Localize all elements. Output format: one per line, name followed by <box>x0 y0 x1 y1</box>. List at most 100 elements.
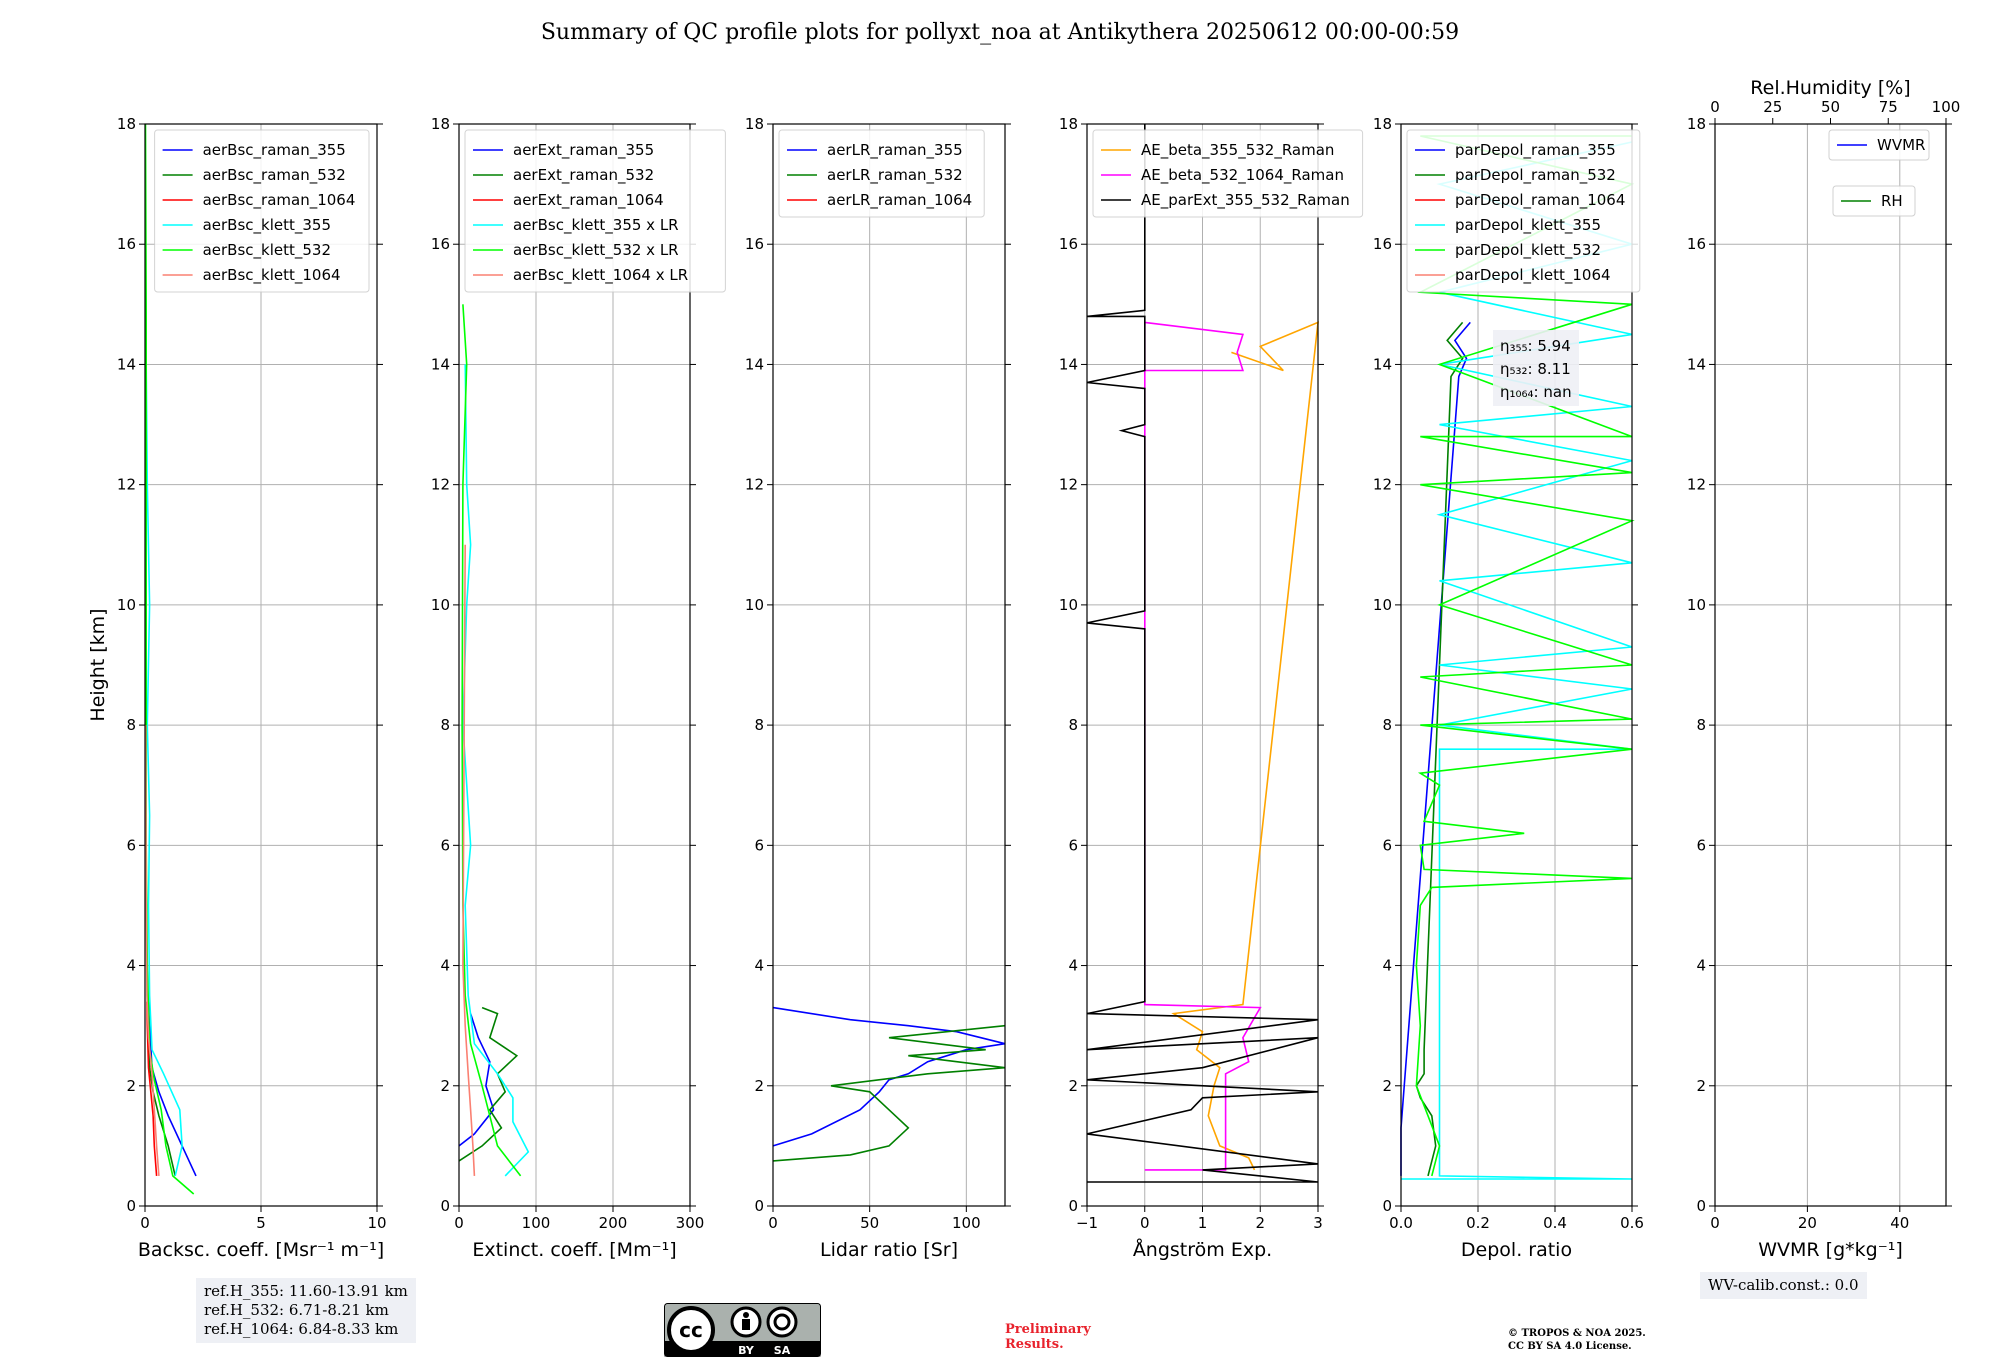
chart-panel-6: 0 20 40 0 2 4 6 8 10 12 14 16 18 WVMR [g*kg⁻¹] 0 25 50 75… <box>1687 77 1960 1261</box>
y-tick-label: 18 <box>117 115 136 133</box>
legend: aerBsc_raman_355 aerBsc_raman_532 aerBsc_r… <box>154 129 370 293</box>
x-tick-label: 10 <box>367 1214 386 1232</box>
y-tick-label: 6 <box>1696 836 1706 854</box>
y-tick-label: 16 <box>1059 235 1078 253</box>
x-tick-label: 3 <box>1313 1214 1323 1232</box>
ref-height-355: ref.H_355: 11.60-13.91 km <box>204 1282 408 1300</box>
legend-label-aerExt_raman_1064: aerExt_raman_1064 <box>513 191 664 210</box>
x-tick-label: 5 <box>256 1214 266 1232</box>
legend: AE_beta_355_532_Raman AE_beta_532_1064_Ra… <box>1092 129 1364 218</box>
legend-label-aerLR_raman_1064: aerLR_raman_1064 <box>827 191 972 210</box>
series-line-aerLR_raman_532 <box>772 1024 1006 1162</box>
y-tick-label: 10 <box>1373 596 1392 614</box>
y-tick-label: 6 <box>440 836 450 854</box>
x-axis-label: Lidar ratio [Sr] <box>820 1239 958 1261</box>
y-tick-label: 14 <box>117 355 136 373</box>
legend-frame <box>154 129 370 293</box>
axes-frame <box>458 123 691 1207</box>
x-axis-label: Backsc. coeff. [Msr⁻¹ m⁻¹] <box>138 1239 384 1261</box>
x-tick-label: 200 <box>599 1214 628 1232</box>
legend-label-aerBsc_klett_355: aerBsc_klett_355 <box>203 216 331 235</box>
y-tick-label: 10 <box>1059 596 1078 614</box>
figure-title: Summary of QC profile plots for pollyxt_… <box>540 20 1460 45</box>
chart-panel-2: 0 100 200 300 0 2 4 6 8 10 12 14 16 18 Extinct. coeff.… <box>431 115 726 1261</box>
chart-panel-3: 0 50 100 0 2 4 6 8 10 12 14 16 18 Lidar ratio [Sr] aer… <box>745 115 1011 1261</box>
y-tick-label: 4 <box>126 957 136 975</box>
y-tick-label: 8 <box>754 716 764 734</box>
y-tick-label: 12 <box>431 476 450 494</box>
copyright-line-2: CC BY SA 4.0 License. <box>1508 1341 1632 1352</box>
y-tick-label: 4 <box>1696 957 1706 975</box>
y-tick-label: 12 <box>1687 476 1706 494</box>
series-line-aerBsc_klett_1064 <box>144 725 160 1176</box>
legend-label-aerLR_raman_355: aerLR_raman_355 <box>827 141 963 160</box>
axes-frame <box>1400 123 1633 1207</box>
legend-frame <box>464 129 726 293</box>
y-tick-label: 0 <box>1068 1197 1078 1215</box>
x-tick-label: 0.4 <box>1543 1214 1567 1232</box>
y-tick-label: 8 <box>1696 716 1706 734</box>
y-tick-label: 16 <box>117 235 136 253</box>
wv-calibration-text: WV-calib.const.: 0.0 <box>1708 1276 1859 1294</box>
legend-label-parDepol_klett_532: parDepol_klett_532 <box>1455 241 1601 260</box>
legend-frame <box>1828 129 1930 161</box>
x-tick-label: 0.2 <box>1466 1214 1490 1232</box>
ref-height-1064: ref.H_1064: 6.84-8.33 km <box>204 1320 399 1338</box>
y-tick-label: 12 <box>1059 476 1078 494</box>
cc-logo-icon <box>667 1306 715 1354</box>
legend: parDepol_raman_355 parDepol_raman_532 parD… <box>1406 129 1641 293</box>
y-tick-label: 16 <box>1373 235 1392 253</box>
x-tick-label: 0 <box>454 1214 464 1232</box>
legend-label-aerBsc_klett_532: aerBsc_klett_532 <box>203 241 331 260</box>
y-tick-label: 2 <box>1696 1077 1706 1095</box>
preliminary-line-1: Preliminary <box>1005 1322 1091 1337</box>
y-tick-label: 0 <box>1382 1197 1392 1215</box>
y-tick-label: 0 <box>1696 1197 1706 1215</box>
legend-label-parDepol_klett_1064: parDepol_klett_1064 <box>1455 266 1611 285</box>
y-tick-label: 18 <box>1373 115 1392 133</box>
legend-label-aerBsc_klett_1064: aerBsc_klett_1064 <box>203 266 341 285</box>
eta-box-background <box>1493 330 1579 406</box>
y-tick-label: 10 <box>745 596 764 614</box>
y-tick-label: 2 <box>126 1077 136 1095</box>
series-line-aerBsc_klett_355 x LR <box>462 364 530 1177</box>
axes-frame <box>1714 123 1947 1207</box>
sa-share-icon <box>766 1306 798 1338</box>
axes-frame <box>772 123 1006 1207</box>
y-tick-label: 16 <box>431 235 450 253</box>
legend-frame <box>1406 129 1641 293</box>
x-tick-label: 100 <box>952 1214 981 1232</box>
y-tick-label: 18 <box>431 115 450 133</box>
x2-tick-label: 50 <box>1821 98 1840 116</box>
y-tick-label: 6 <box>754 836 764 854</box>
series-line-aerBsc_klett_532 <box>144 123 195 1195</box>
legend-frame <box>1832 185 1916 217</box>
y-tick-label: 12 <box>117 476 136 494</box>
y-tick-label: 14 <box>1687 355 1706 373</box>
y-tick-label: 0 <box>754 1197 764 1215</box>
chart-panel-5: 0.0 0.2 0.4 0.6 0 2 4 6 8 10 12 14 16 18 Depol. ratio p… <box>1373 115 1644 1261</box>
x-axis-label: Extinct. coeff. [Mm⁻¹] <box>472 1239 676 1261</box>
legend-label-aerBsc_raman_355: aerBsc_raman_355 <box>203 141 346 160</box>
cc-by-sa-license-badge: cc BY SA <box>664 1303 821 1357</box>
y-tick-label: 10 <box>431 596 450 614</box>
legend-label-WVMR: WVMR <box>1877 136 1925 154</box>
y-tick-label: 14 <box>745 355 764 373</box>
chart-panel-1: 0 5 10 0 2 4 6 8 10 12 14 16 18 Backsc. coeff. [Msr⁻¹… <box>87 115 387 1261</box>
legend-label-aerBsc_klett_1064 x LR: aerBsc_klett_1064 x LR <box>513 266 688 285</box>
series-line-aerExt_raman_532 <box>458 1006 519 1162</box>
x-tick-label: 0 <box>1140 1214 1150 1232</box>
x-tick-label: 40 <box>1890 1214 1909 1232</box>
cc-logo-text: cc <box>679 1318 703 1342</box>
x-tick-label: 1 <box>1198 1214 1208 1232</box>
y-tick-label: 8 <box>126 716 136 734</box>
y-tick-label: 14 <box>1059 355 1078 373</box>
x-tick-label: 20 <box>1798 1214 1817 1232</box>
x2-tick-label: 100 <box>1932 98 1961 116</box>
series-line-aerBsc_klett_1064 x LR <box>462 544 476 1176</box>
legend-label-aerExt_raman_355: aerExt_raman_355 <box>513 141 654 160</box>
eta-annotation-box: η₃₅₅: 5.94 η₅₃₂: 8.11 η₁₀₆₄: nan <box>1493 330 1579 406</box>
series-line-aerLR_raman_355 <box>772 1006 1006 1147</box>
x-axis-label: Ångström Exp. <box>1133 1238 1272 1261</box>
